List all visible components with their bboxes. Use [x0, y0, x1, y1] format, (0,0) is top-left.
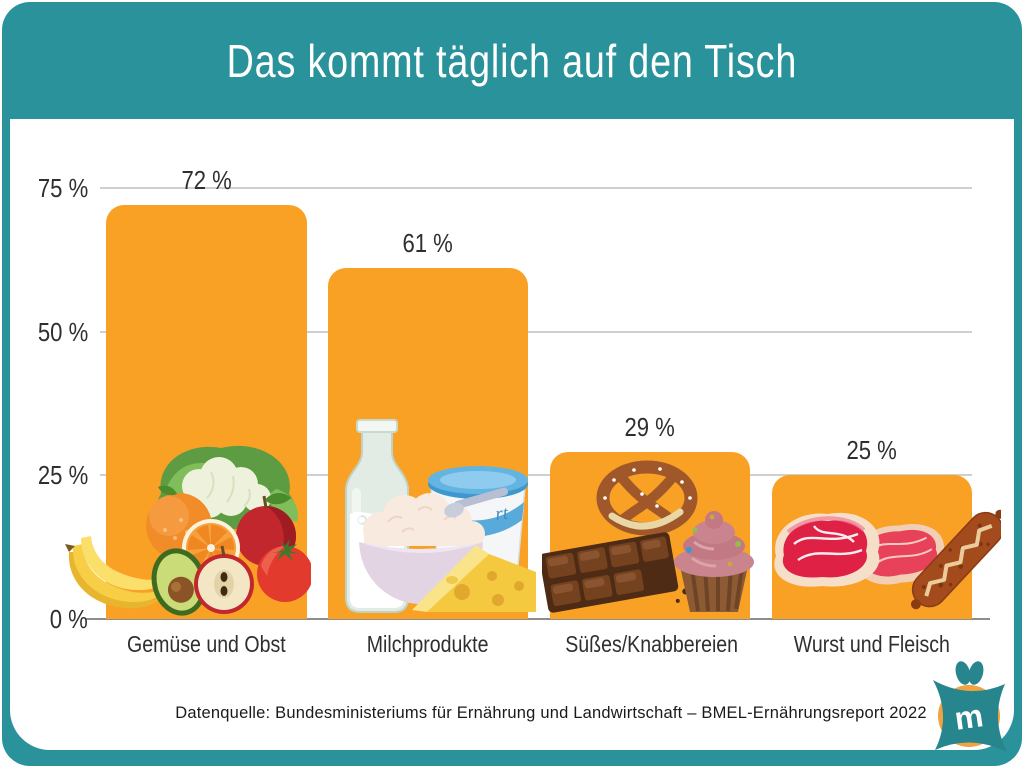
sweets-snacks-illustration	[542, 460, 754, 613]
category-label: Süßes/Knabbereien	[550, 631, 750, 658]
pretzel-icon	[596, 460, 698, 536]
logo-letter: m	[952, 697, 985, 737]
sausage-icon	[910, 509, 1001, 610]
logo-leaf-icon	[968, 661, 984, 685]
source-text: Datenquelle: Bundesministeriums für Ernä…	[175, 704, 927, 722]
bar-value-label: 72 %	[177, 165, 236, 196]
bar-group-gemuese-und-obst: 72 %	[65, 119, 311, 657]
category-text: Milchprodukte	[367, 631, 489, 657]
bar-value-label: 61 %	[398, 228, 457, 259]
bar-value-label: 25 %	[842, 435, 901, 466]
y-tick-label: 75 %	[37, 173, 88, 203]
apple-half-icon	[194, 545, 254, 614]
bar-value-text: 25 %	[846, 435, 898, 465]
category-label: Milchprodukte	[328, 631, 528, 658]
bar-value-label: 29 %	[620, 412, 679, 443]
page-title: Das kommt täglich auf den Tisch	[226, 34, 798, 87]
steak-front-icon	[774, 512, 880, 587]
gridline-50	[100, 331, 972, 333]
logo-leaf-icon	[955, 661, 971, 685]
bar-value-text: 61 %	[402, 228, 454, 258]
header-banner: Das kommt täglich auf den Tisch	[2, 2, 1022, 119]
spoon-icon	[444, 487, 508, 518]
category-text: Wurst und Fleisch	[793, 631, 951, 657]
svg-text:rt: rt	[494, 503, 510, 525]
y-tick-75: 75 %	[10, 173, 88, 203]
bar-value-text: 29 %	[624, 412, 676, 442]
bar-group-milchprodukte: 61 % rt	[328, 119, 536, 657]
y-tick-0: 0 %	[10, 604, 88, 634]
y-tick-label: 50 %	[37, 317, 88, 347]
y-tick-label: 25 %	[37, 460, 88, 490]
avocado-icon	[151, 548, 207, 616]
category-text: Süßes/Knabbereien	[565, 631, 739, 657]
tomato-icon	[257, 539, 311, 602]
bar-group-wurst-und-fleisch: 25 %	[772, 119, 1001, 657]
bar-wurst-und-fleisch	[772, 475, 1001, 619]
x-axis-line	[85, 618, 990, 620]
bar-suesses-knabbereien	[542, 452, 754, 619]
gridline-25	[100, 474, 972, 476]
bar-milchprodukte: rt	[328, 268, 536, 619]
chocolate-bar-icon	[542, 532, 697, 613]
meat-sausage-illustration	[774, 509, 1001, 610]
category-label: Gemüse und Obst	[106, 631, 307, 658]
sprinkles	[686, 514, 741, 567]
fruits-vegetables-illustration	[65, 445, 311, 616]
bar-group-suesses-knabbereien: 29 %	[542, 119, 754, 657]
logo-star-icon	[933, 680, 1007, 752]
y-tick-25: 25 %	[10, 460, 88, 490]
category-text: Gemüse und Obst	[127, 631, 286, 657]
bar-value-text: 72 %	[181, 165, 232, 195]
chart-panel: 75 % 50 % 25 % 0 % 72 %	[10, 119, 1014, 750]
gridline-75	[100, 187, 972, 189]
dairy-products-illustration: rt	[345, 419, 536, 613]
bar-gemuese-und-obst	[65, 205, 311, 619]
category-label: Wurst und Fleisch	[772, 631, 972, 658]
cheese-wedge-icon	[412, 545, 536, 612]
brand-logo: m	[933, 661, 1007, 752]
y-tick-label: 0 %	[49, 604, 88, 634]
y-tick-50: 50 %	[10, 317, 88, 347]
cupcake-icon	[674, 511, 754, 612]
